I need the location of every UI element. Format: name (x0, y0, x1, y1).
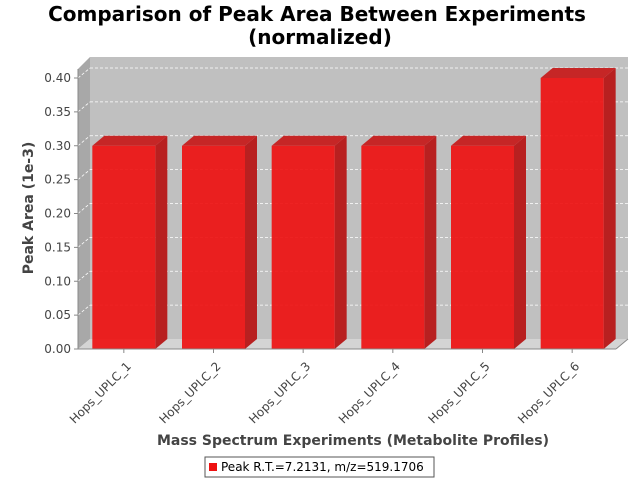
y-tick-label: 0.35 (44, 105, 71, 119)
chart-title: Comparison of Peak Area Between Experime… (48, 2, 586, 26)
bar-top (361, 135, 437, 146)
bar (92, 135, 168, 349)
bar-side (603, 68, 616, 349)
chart-subtitle: (normalized) (248, 25, 392, 49)
x-tick-label: Hops_UPLC_4 (336, 359, 403, 426)
bar-side (514, 135, 526, 349)
y-tick-label: 0.25 (44, 173, 71, 187)
bar (182, 135, 257, 349)
gridline-side (77, 237, 91, 248)
bar-front (271, 145, 335, 349)
y-axis-label: Peak Area (1e-3) (21, 142, 37, 275)
gridline-side (77, 101, 91, 113)
gridline-side (77, 67, 91, 79)
y-tick-label: 0.30 (44, 139, 71, 153)
bar-front (540, 78, 604, 349)
bar (361, 135, 437, 349)
bar-top (540, 68, 616, 78)
bar-side (155, 135, 168, 349)
bar-front (451, 145, 514, 349)
bar-front (92, 145, 156, 349)
gridline-side (77, 304, 91, 316)
gridlines (77, 67, 628, 316)
bar-side (424, 135, 437, 349)
x-tick-label: Hops_UPLC_1 (67, 359, 134, 426)
x-axis-ticks: Hops_UPLC_1 Hops_UPLC_2 Hops_UPLC_3 Hops_UP… (67, 349, 582, 426)
y-tick-label: 0.00 (44, 342, 71, 356)
legend-box (204, 456, 435, 478)
y-tick-label: 0.40 (44, 71, 71, 85)
bar-front (182, 145, 245, 349)
bars-group (92, 68, 616, 349)
bar-side (334, 135, 347, 349)
gridline-side (77, 135, 91, 147)
bar (540, 68, 616, 349)
gridline-side (77, 270, 91, 282)
y-axis-ticks: 0.00 0.05 0.10 0.15 0.20 0.25 0.30 0.35 0.40 (44, 71, 78, 356)
gridline-side (77, 169, 91, 180)
bar-top (451, 135, 526, 146)
legend-swatch (209, 463, 217, 471)
bar (271, 135, 347, 349)
legend: Peak R.T.=7.2131, m/z=519.1706 (204, 456, 435, 478)
y-tick-label: 0.20 (44, 207, 71, 221)
gridline-side (77, 203, 91, 214)
plot-side-wall (78, 57, 90, 349)
bar-top (182, 135, 257, 146)
x-tick-label: Hops_UPLC_5 (425, 359, 492, 426)
bar-top (92, 135, 168, 146)
x-tick-label: Hops_UPLC_2 (156, 359, 223, 426)
bar (451, 135, 526, 349)
bar-side (245, 135, 257, 349)
floor-edge (615, 338, 629, 350)
legend-label: Peak R.T.=7.2131, m/z=519.1706 (221, 460, 424, 474)
bar-top (271, 135, 347, 146)
y-tick-label: 0.10 (44, 274, 71, 288)
x-axis-label: Mass Spectrum Experiments (Metabolite Pr… (157, 433, 549, 449)
bar-front (361, 145, 425, 349)
y-tick-label: 0.15 (44, 240, 71, 254)
x-tick-label: Hops_UPLC_6 (515, 359, 582, 426)
y-tick-label: 0.05 (44, 308, 71, 322)
x-tick-label: Hops_UPLC_3 (246, 359, 313, 426)
